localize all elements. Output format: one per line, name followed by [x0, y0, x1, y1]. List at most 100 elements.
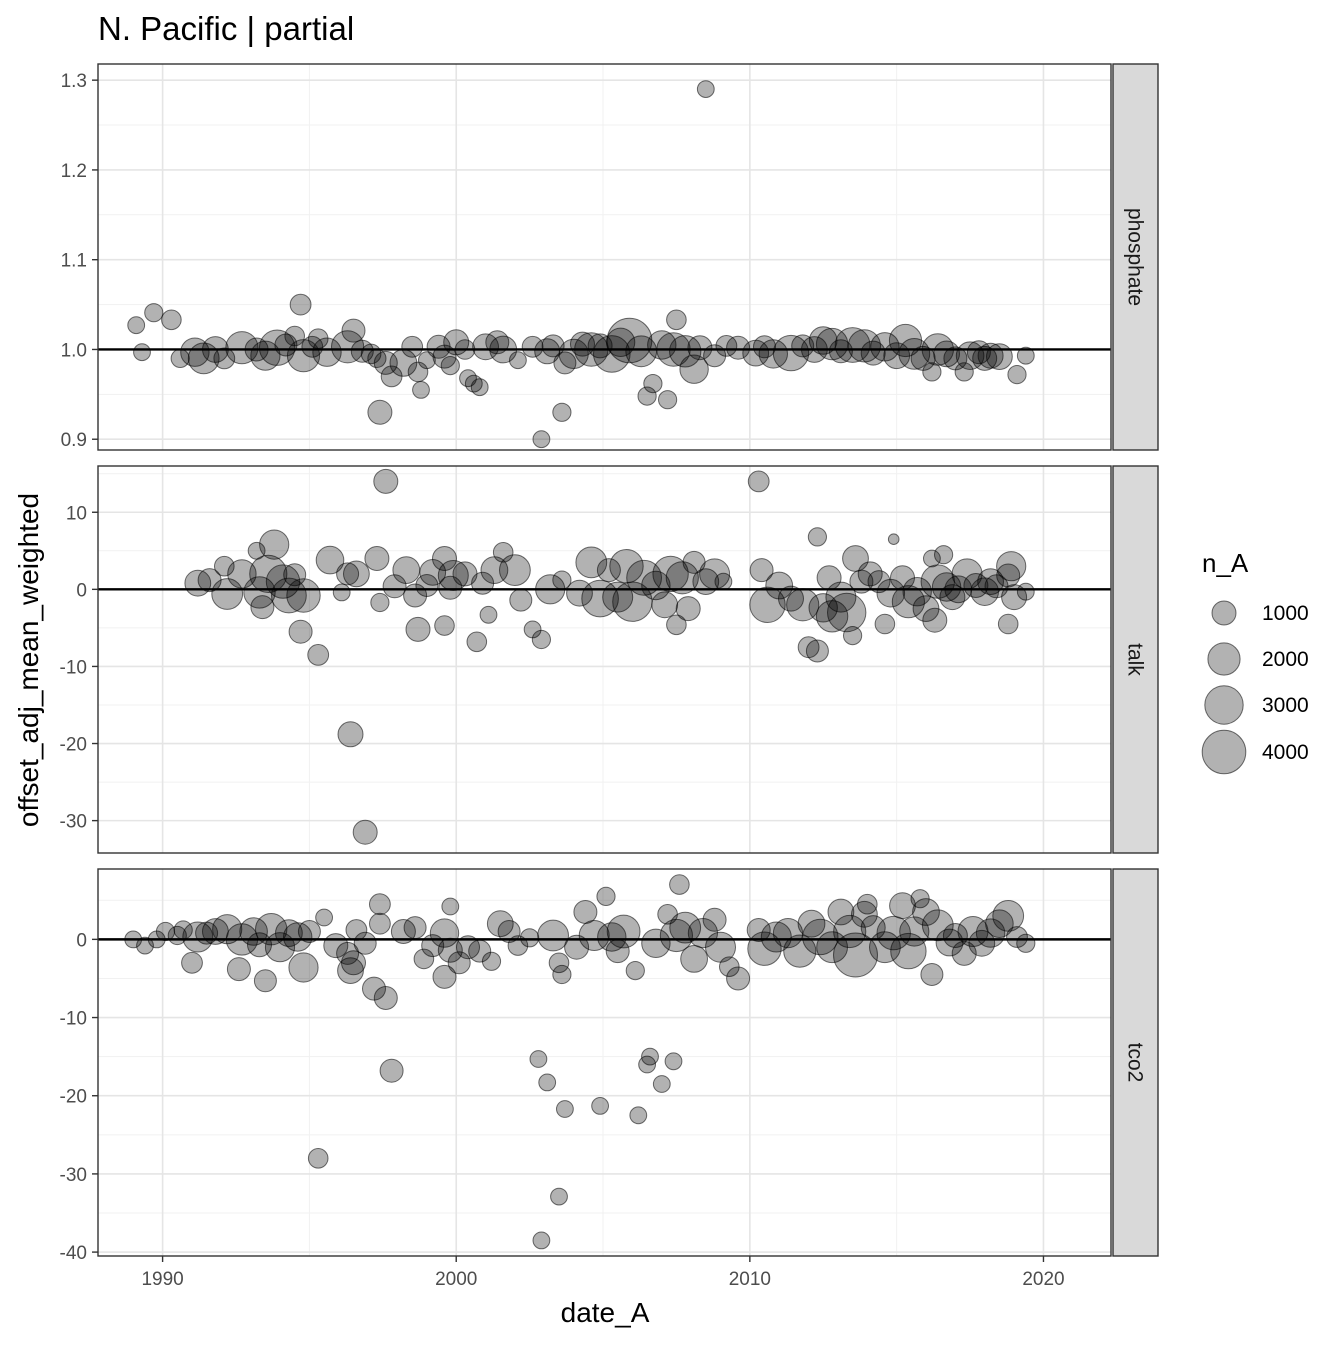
data-point	[652, 555, 689, 593]
data-point	[921, 333, 954, 366]
data-point	[255, 913, 288, 946]
data-point	[343, 560, 370, 588]
data-point	[679, 354, 709, 384]
strip-label: tco2	[1124, 1043, 1147, 1083]
data-point	[602, 581, 634, 613]
data-point	[288, 619, 313, 644]
data-point	[1007, 365, 1027, 385]
data-point	[226, 957, 251, 982]
data-point	[977, 342, 1004, 369]
legend-key-point	[1207, 642, 1241, 676]
data-point	[447, 951, 471, 975]
data-point	[975, 918, 1006, 948]
data-point	[703, 344, 727, 368]
data-point	[791, 334, 815, 358]
data-point	[492, 542, 514, 563]
data-point	[288, 952, 319, 983]
data-point	[401, 335, 424, 358]
data-point	[910, 889, 930, 909]
data-point	[364, 546, 390, 571]
data-point	[441, 897, 460, 916]
data-point	[170, 348, 190, 368]
data-point	[786, 588, 820, 622]
data-point	[250, 340, 281, 371]
data-point	[605, 939, 630, 964]
data-point	[652, 1075, 671, 1093]
y-tick-label: 0	[76, 580, 87, 601]
data-point	[369, 912, 391, 935]
data-point	[167, 925, 187, 946]
data-point	[202, 336, 229, 363]
data-point	[337, 957, 364, 984]
data-point	[520, 928, 540, 948]
data-point	[136, 936, 154, 955]
data-point	[345, 919, 368, 941]
data-point	[996, 551, 1027, 582]
legend-key-point	[1211, 600, 1237, 626]
data-point	[827, 592, 867, 633]
data-point	[307, 644, 330, 666]
data-point	[370, 592, 390, 613]
data-point	[367, 399, 393, 425]
data-point	[538, 1073, 557, 1092]
data-point	[289, 293, 312, 316]
data-point	[341, 950, 366, 976]
data-point	[747, 470, 770, 493]
legend-title: n_A	[1202, 548, 1249, 578]
data-point	[548, 952, 570, 974]
data-point	[275, 919, 303, 947]
data-point	[860, 340, 886, 366]
data-point	[353, 931, 377, 955]
data-point	[440, 356, 460, 376]
x-tick-label: 2020	[1022, 1269, 1064, 1290]
data-point	[413, 948, 435, 970]
data-point	[379, 1058, 404, 1083]
data-point	[389, 349, 418, 377]
data-point	[1016, 933, 1036, 953]
data-point	[641, 928, 671, 958]
data-point	[605, 327, 636, 357]
panel-border	[97, 868, 1112, 1257]
data-point	[253, 969, 277, 993]
data-point	[552, 570, 572, 590]
data-point	[124, 930, 143, 949]
y-tick-label: -10	[60, 657, 87, 678]
data-point	[575, 546, 608, 579]
data-point	[680, 945, 708, 973]
data-point	[951, 558, 983, 590]
data-point	[1016, 582, 1035, 601]
data-point	[596, 886, 616, 907]
facet-panel-tco2: -40 -30 -20 -10 0 tco2	[60, 868, 1159, 1264]
data-point	[307, 328, 329, 350]
data-point	[405, 616, 431, 642]
y-tick-label: -10	[60, 1009, 87, 1030]
data-point	[403, 916, 427, 940]
strip-label: talk	[1124, 643, 1147, 676]
y-tick-label: 0.9	[61, 430, 87, 451]
data-point	[597, 922, 627, 952]
data-point	[1016, 346, 1035, 365]
data-point	[857, 561, 883, 587]
data-point	[470, 378, 489, 397]
data-point	[472, 333, 500, 361]
data-point	[213, 347, 236, 370]
data-point	[666, 614, 687, 636]
data-point	[890, 932, 927, 970]
data-point	[271, 577, 307, 614]
legend: n_A 1000 2000 3000 4000	[1201, 548, 1309, 775]
data-point	[659, 918, 694, 953]
data-point	[1006, 926, 1028, 948]
data-point	[606, 914, 641, 949]
data-point	[887, 533, 900, 546]
data-point	[922, 607, 948, 633]
data-point	[532, 430, 551, 449]
data-point	[550, 1187, 568, 1206]
data-point	[801, 336, 828, 363]
data-point	[669, 911, 702, 944]
data-point	[214, 555, 235, 577]
data-point	[664, 1052, 683, 1071]
data-point	[264, 932, 296, 963]
data-point	[651, 591, 679, 619]
y-tick-label: 1.1	[61, 251, 87, 272]
data-point	[581, 579, 619, 618]
